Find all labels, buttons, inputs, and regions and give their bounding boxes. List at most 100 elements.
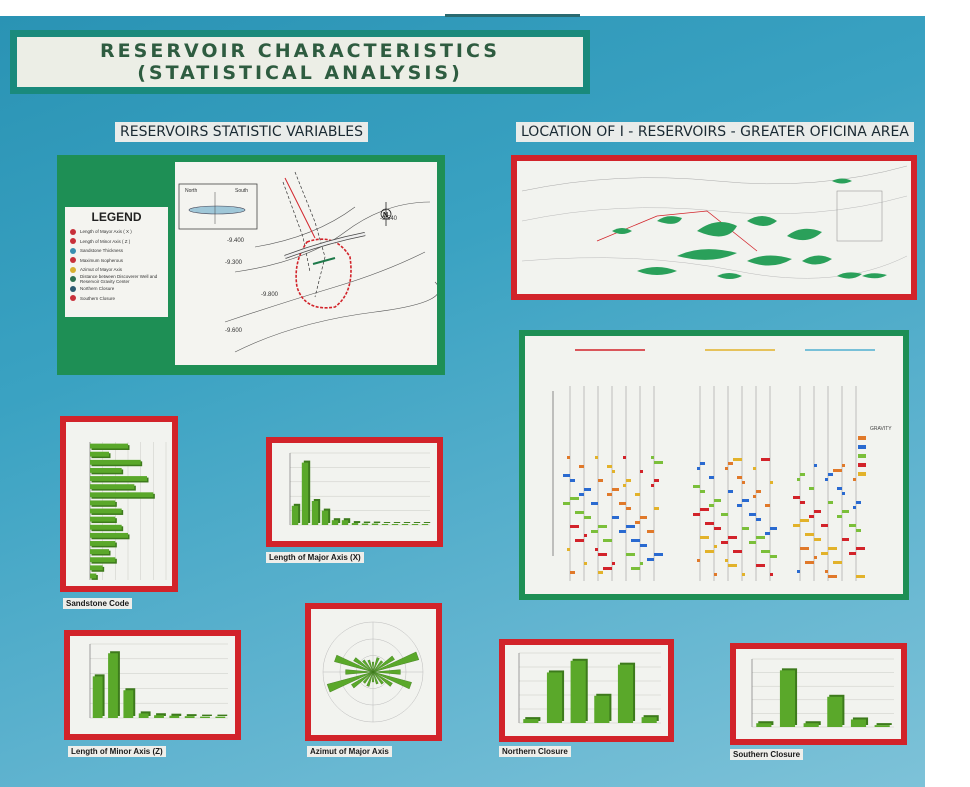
gravity-mark: [714, 573, 717, 576]
bar-shadow: [758, 721, 774, 725]
legend-item-label: Sandstone Thickness: [80, 248, 123, 254]
inset-south-label: South: [235, 188, 248, 194]
northern-closure-chart: [518, 652, 661, 724]
gravity-mark: [793, 496, 800, 499]
north-arrow-label: N: [383, 212, 388, 219]
bar: [756, 723, 772, 727]
gravity-mark: [856, 529, 861, 532]
gravity-mark: [809, 515, 814, 518]
gravity-mark: [567, 456, 570, 459]
legend-dot-icon: [70, 266, 76, 273]
gravity-mark: [591, 502, 598, 505]
gravity-mark: [647, 558, 654, 561]
rose-petal: [362, 671, 374, 684]
gravity-mark: [570, 497, 579, 500]
rose-petal: [372, 671, 412, 690]
legend-item: Distance between Discoverer Well and Res…: [65, 274, 168, 285]
gravity-mark: [640, 544, 647, 547]
gravity-mark: [626, 525, 635, 528]
gravity-mark: [742, 527, 749, 530]
bar-shadow: [403, 522, 411, 523]
gravity-mark: [805, 561, 814, 564]
bar: [200, 716, 210, 718]
gravity-mark: [579, 465, 584, 468]
rose-petal: [372, 671, 393, 687]
gravity-mark: [856, 501, 861, 504]
bar: [90, 541, 116, 546]
gravity-mark: [770, 527, 777, 530]
gravity-mark: [837, 515, 842, 518]
poster-title-plate: RESERVOIR CHARACTERISTICS (STATISTICAL A…: [17, 37, 583, 87]
bar: [154, 715, 164, 718]
gravity-mark: [623, 456, 626, 459]
bar-shadow: [383, 522, 391, 523]
gravity-mark: [700, 536, 709, 539]
legend-item-label: Length of Minor Axis ( Z ): [80, 238, 131, 244]
gravity-mark: [579, 493, 584, 496]
legend-item-label: Distance between Discoverer Well and Res…: [80, 274, 158, 285]
gravity-mark: [598, 571, 603, 574]
bar: [411, 524, 419, 525]
legend-item: Northern Closure: [65, 284, 168, 294]
bar: [803, 723, 819, 727]
major-axis-panel: [266, 437, 443, 547]
gravity-sections-sheet: GRAVITY: [525, 336, 903, 594]
gravity-mark: [728, 536, 737, 539]
bar: [90, 467, 122, 473]
rose-petal: [372, 669, 401, 675]
gravity-mark: [612, 470, 615, 473]
rose-petal: [372, 671, 379, 685]
bar: [617, 664, 634, 723]
gravity-mark: [623, 484, 626, 487]
legend-items: Length of Mayor Axis ( X ) Length of Mino…: [65, 227, 168, 303]
minor-axis-chart: [89, 643, 228, 719]
gravity-mark: [635, 521, 640, 524]
rose-petal: [334, 654, 374, 673]
southern-closure-chart: [751, 658, 894, 728]
bar: [90, 532, 128, 538]
caption-major-axis: Length of Major Axis (X): [266, 552, 364, 563]
poster-title-line2: (STATISTICAL ANALYSIS): [137, 62, 463, 84]
gravity-mark: [705, 522, 714, 525]
gravity-mark: [700, 508, 709, 511]
gravity-mark: [833, 469, 842, 472]
bar-shadow: [171, 713, 182, 716]
gravity-mark: [737, 476, 742, 479]
gravity-section-chart: GRAVITY: [552, 349, 892, 581]
gravity-mark: [842, 464, 845, 467]
legend-item: Azimut of Mayor Axis: [65, 265, 168, 275]
bar: [90, 484, 135, 490]
gravity-mark: [814, 464, 817, 467]
gravity-mark: [837, 487, 842, 490]
poster-title-box: RESERVOIR CHARACTERISTICS (STATISTICAL A…: [10, 30, 590, 94]
caption-southern-closure: Southern Closure: [730, 749, 804, 760]
legend-item-label: Azimut of Mayor Axis: [80, 267, 123, 273]
gravity-mark: [654, 553, 663, 556]
gravity-mark: [800, 501, 805, 504]
northern-closure-sheet: [505, 645, 668, 736]
gravity-mark: [626, 553, 635, 556]
legend-item: Southern Closure: [65, 294, 168, 304]
bar: [421, 524, 429, 525]
gravity-legend-swatch: [858, 436, 866, 440]
bar: [92, 676, 103, 718]
rose-petal: [362, 659, 374, 673]
bar: [361, 523, 369, 525]
rose-petal: [372, 655, 395, 673]
svg-text:-9.540: -9.540: [380, 216, 398, 222]
gravity-mark: [814, 510, 821, 513]
gravity-mark: [849, 524, 856, 527]
caption-sandstone-code: Sandstone Code: [63, 598, 133, 609]
oficina-area-map: [521, 165, 908, 279]
gravity-mark: [607, 465, 612, 468]
bar: [391, 524, 399, 525]
bar: [594, 695, 610, 723]
bar: [90, 508, 122, 514]
bar: [90, 459, 141, 465]
gravity-mark: [842, 538, 849, 541]
bar-shadow: [423, 522, 431, 523]
gravity-mark: [700, 462, 705, 465]
gravity-mark: [721, 541, 728, 544]
gravity-mark: [654, 461, 663, 464]
gravity-mark: [770, 481, 773, 484]
